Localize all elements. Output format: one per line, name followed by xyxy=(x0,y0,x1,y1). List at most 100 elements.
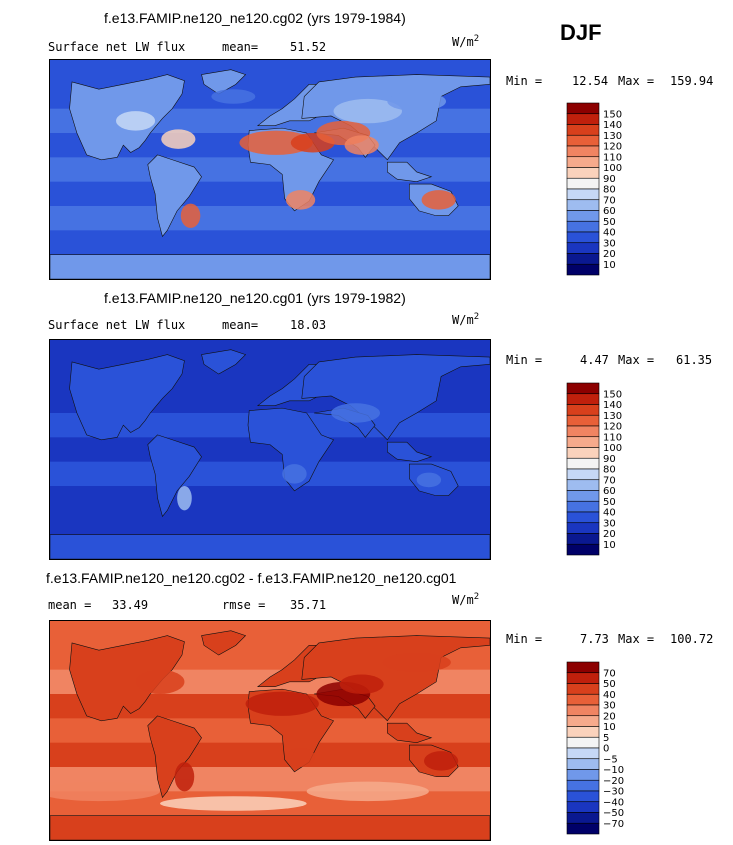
panel3-min-label: Min = xyxy=(506,632,543,646)
colorbar-cell xyxy=(566,102,600,115)
panel1-map xyxy=(49,59,491,280)
panel1-units: W/m2 xyxy=(452,34,479,49)
colorbar-tick-label: 100 xyxy=(603,443,622,454)
colorbar-cell xyxy=(566,736,600,749)
field-band xyxy=(50,218,490,231)
panel3-units: W/m2 xyxy=(452,592,479,607)
panel3-map xyxy=(49,620,491,841)
colorbar-tick-label: −5 xyxy=(603,754,618,765)
colorbar-cell xyxy=(566,220,600,233)
panel1-mean-value: 51.52 xyxy=(290,40,327,54)
units-base: W/m xyxy=(452,35,474,49)
panel3-title: f.e13.FAMIP.ne120_ne120.cg02 - f.e13.FAM… xyxy=(46,570,457,586)
field-band xyxy=(50,242,490,256)
field-feature xyxy=(416,472,442,488)
panel3-rmse-value: 35.71 xyxy=(290,598,327,612)
panel2-min-label: Min = xyxy=(506,353,543,367)
colorbar-cell xyxy=(566,447,600,459)
panel1-variable: Surface net LW flux xyxy=(48,40,186,54)
panel2-max-value: 61.35 xyxy=(676,353,713,367)
field-feature xyxy=(245,691,319,716)
units-base: W/m xyxy=(452,313,474,327)
continent-outline xyxy=(50,255,490,279)
colorbar-tick-label: 5 xyxy=(603,733,609,744)
colorbar-cell xyxy=(566,672,600,684)
colorbar-tick-label: 140 xyxy=(603,400,622,411)
panel2-map xyxy=(49,339,491,560)
colorbar-tick-label: 30 xyxy=(603,238,616,249)
panel3-max-value: 100.72 xyxy=(670,632,714,646)
colorbar-cell xyxy=(566,253,600,265)
colorbar-cell xyxy=(566,683,600,695)
colorbar-tick-label: −50 xyxy=(603,808,624,819)
colorbar-tick-label: 90 xyxy=(603,174,616,185)
colorbar-cell xyxy=(566,199,600,211)
colorbar-tick-label: 60 xyxy=(603,486,616,497)
colorbar-tick-label: 40 xyxy=(603,228,616,239)
panel1-title: f.e13.FAMIP.ne120_ne120.cg02 (yrs 1979-1… xyxy=(104,10,406,26)
field-band xyxy=(50,510,490,524)
colorbar-tick-label: 130 xyxy=(603,411,622,422)
colorbar-tick-label: 70 xyxy=(603,475,616,486)
colorbar-cell xyxy=(566,769,600,781)
colorbar-tick-label: 100 xyxy=(603,163,622,174)
continent-outline xyxy=(50,535,490,559)
field-feature xyxy=(382,652,451,673)
colorbar-cell xyxy=(566,747,600,760)
field-feature xyxy=(116,111,156,131)
colorbar-cell xyxy=(566,436,600,448)
continent-outline xyxy=(387,442,431,461)
colorbar-cell xyxy=(566,425,600,438)
colorbar-cell xyxy=(566,543,600,556)
field-band xyxy=(50,60,490,73)
panel1-colorbar: 150 140 130 120 110 100 90 80 70 60 50 40 30 20 10 xyxy=(566,102,656,276)
colorbar-cell xyxy=(566,704,600,717)
colorbar-cell xyxy=(566,726,600,738)
panel2-title: f.e13.FAMIP.ne120_ne120.cg01 (yrs 1979-1… xyxy=(104,290,406,306)
colorbar-tick-label: 0 xyxy=(603,744,609,755)
colorbar-cell xyxy=(566,393,600,405)
colorbar-tick-label: 150 xyxy=(603,109,622,120)
colorbar-cell xyxy=(566,177,600,190)
field-feature xyxy=(180,203,201,228)
colorbar-tick-label: −20 xyxy=(603,776,624,787)
colorbar-tick-label: 150 xyxy=(603,389,622,400)
colorbar-tick-label: 20 xyxy=(603,529,616,540)
colorbar-tick-label: 70 xyxy=(603,195,616,206)
field-feature xyxy=(239,130,313,155)
colorbar-cell xyxy=(566,457,600,470)
units-exp: 2 xyxy=(473,592,480,602)
colorbar-cell xyxy=(566,145,600,158)
colorbar-cell xyxy=(566,188,600,201)
units-base: W/m xyxy=(452,593,474,607)
field-feature xyxy=(211,89,256,104)
colorbar-cell xyxy=(566,382,600,395)
colorbar-tick-label: −70 xyxy=(603,819,624,830)
colorbar-cell xyxy=(566,693,600,706)
colorbar-cell xyxy=(566,156,600,168)
colorbar-cell xyxy=(566,134,600,147)
panel2-variable: Surface net LW flux xyxy=(48,318,186,332)
colorbar-tick-label: 50 xyxy=(603,217,616,228)
continent-outline xyxy=(248,408,334,491)
colorbar-tick-label: −10 xyxy=(603,765,624,776)
season-label: DJF xyxy=(560,20,602,45)
continent-outline xyxy=(202,631,246,655)
colorbar-tick-label: 120 xyxy=(603,142,622,153)
colorbar-cell xyxy=(566,468,600,481)
field-feature xyxy=(285,190,316,210)
colorbar-tick-label: −30 xyxy=(603,787,624,798)
field-feature xyxy=(424,751,459,771)
field-band xyxy=(50,621,490,634)
colorbar-cell xyxy=(566,263,600,276)
colorbar-tick-label: 130 xyxy=(603,131,622,142)
field-feature xyxy=(306,781,429,802)
colorbar-tick-label: 110 xyxy=(603,432,622,443)
panel2-mean-value: 18.03 xyxy=(290,318,327,332)
colorbar-tick-label: 10 xyxy=(603,722,616,733)
panel2-stat-label: mean= xyxy=(222,318,259,332)
colorbar-cell xyxy=(566,500,600,513)
field-feature xyxy=(177,486,192,511)
colorbar-cell xyxy=(566,490,600,502)
field-band xyxy=(50,803,490,817)
